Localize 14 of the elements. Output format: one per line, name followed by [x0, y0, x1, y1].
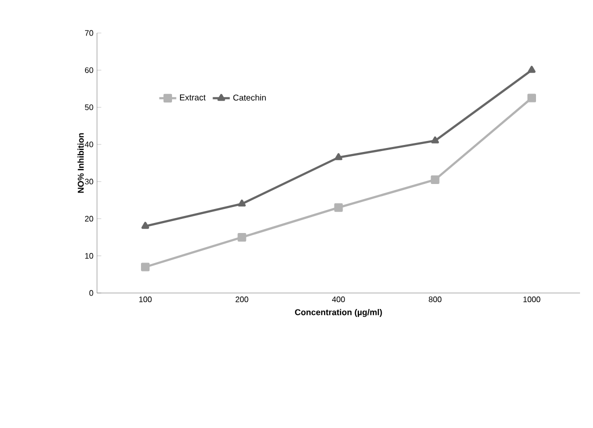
point	[141, 222, 150, 229]
y-axis-title: NO% Inhibition	[78, 133, 84, 193]
point	[141, 262, 150, 272]
point	[527, 94, 536, 102]
point	[431, 136, 439, 144]
legend-label: Catechin	[233, 94, 266, 101]
point	[430, 175, 440, 184]
x-axis-title: Concentration (µg/ml)	[295, 308, 382, 317]
point	[528, 66, 536, 73]
point	[334, 153, 342, 160]
point	[238, 200, 246, 207]
point	[334, 203, 343, 212]
legend-label: Extract	[180, 94, 206, 100]
point	[238, 233, 246, 242]
